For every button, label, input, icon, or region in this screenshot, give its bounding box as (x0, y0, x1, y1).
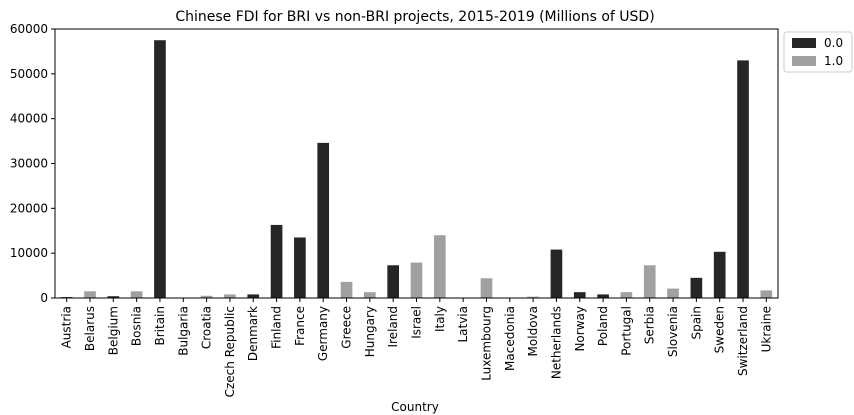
bar (84, 291, 96, 298)
y-tick-label: 30000 (10, 157, 48, 171)
y-axis: 0 10000 20000 30000 40000 50000 60000 (10, 22, 55, 305)
x-tick-label: Moldova (526, 306, 540, 356)
bar (107, 296, 120, 298)
bar (340, 281, 353, 298)
x-axis-label: Country (391, 400, 439, 414)
x-tick-label: Finland (270, 306, 284, 349)
bar (573, 292, 586, 298)
bar (433, 235, 446, 298)
bar (317, 142, 330, 298)
legend-swatch-0 (792, 38, 816, 48)
x-tick-label: Czech Republic (223, 306, 237, 397)
chart-title: Chinese FDI for BRI vs non-BRI projects,… (175, 9, 654, 25)
bar (713, 251, 726, 298)
bar (760, 290, 773, 298)
x-tick-label: Serbia (643, 306, 657, 344)
x-tick-label: Portugal (619, 306, 633, 356)
x-tick-label: Ireland (386, 306, 400, 348)
x-tick-label: Slovenia (666, 306, 680, 357)
bar (130, 291, 143, 298)
x-tick-label: Greece (340, 306, 354, 349)
x-tick-label: Macedonia (503, 306, 517, 371)
bar (410, 262, 423, 298)
y-tick-label: 0 (40, 291, 48, 305)
x-tick-label: Luxembourg (479, 306, 493, 381)
bar (224, 294, 236, 298)
y-tick-label: 20000 (10, 201, 48, 215)
x-tick-label: France (293, 306, 307, 346)
x-tick-label: Latvia (456, 306, 470, 343)
x-tick-label: Britain (153, 306, 167, 346)
bar (154, 40, 166, 299)
bar (690, 277, 703, 298)
bar (270, 224, 283, 298)
legend-label-0: 0.0 (824, 36, 843, 50)
bar (643, 265, 656, 298)
x-tick-label: Sweden (713, 306, 727, 353)
bars-layer (60, 40, 773, 299)
x-tick-label: Hungary (363, 306, 377, 357)
x-tick-label: Bosnia (130, 306, 144, 346)
plot-frame (54, 28, 779, 299)
legend: 0.0 1.0 (783, 31, 853, 73)
x-tick-label: Poland (596, 306, 610, 346)
x-tick-label: Netherlands (549, 306, 563, 379)
bar (597, 294, 609, 298)
bar (667, 288, 679, 298)
bar (200, 295, 213, 298)
x-tick-label: Denmark (246, 306, 260, 361)
x-tick-label: Spain (689, 306, 703, 340)
y-tick-label: 40000 (10, 112, 48, 126)
bar (480, 278, 493, 298)
legend-label-1: 1.0 (824, 54, 843, 68)
y-tick-label: 10000 (10, 246, 48, 260)
x-tick-label: Norway (573, 306, 587, 352)
bar (620, 292, 633, 298)
bar (294, 237, 306, 298)
x-tick-label: Israel (410, 306, 424, 339)
bar (387, 265, 400, 298)
x-tick-label: Belgium (106, 306, 120, 355)
x-tick-label: Germany (316, 306, 330, 361)
x-tick-label: Belarus (83, 306, 97, 351)
bar (550, 249, 563, 298)
x-tick-label: Switzerland (736, 306, 750, 376)
y-tick-label: 60000 (10, 22, 48, 36)
bar (247, 294, 260, 298)
x-tick-label: Bulgaria (176, 306, 190, 356)
bar (737, 60, 749, 298)
x-tick-label: Austria (60, 306, 74, 348)
y-tick-label: 50000 (10, 67, 48, 81)
x-tick-label: Ukraine (759, 306, 773, 352)
legend-swatch-1 (792, 56, 816, 66)
x-tick-label: Croatia (200, 306, 214, 349)
bar (527, 296, 539, 298)
x-tick-label: Italy (433, 306, 447, 332)
x-axis: Austria Belarus Belgium Bosnia Britain Bulgar… (60, 298, 773, 397)
bar (364, 292, 376, 298)
